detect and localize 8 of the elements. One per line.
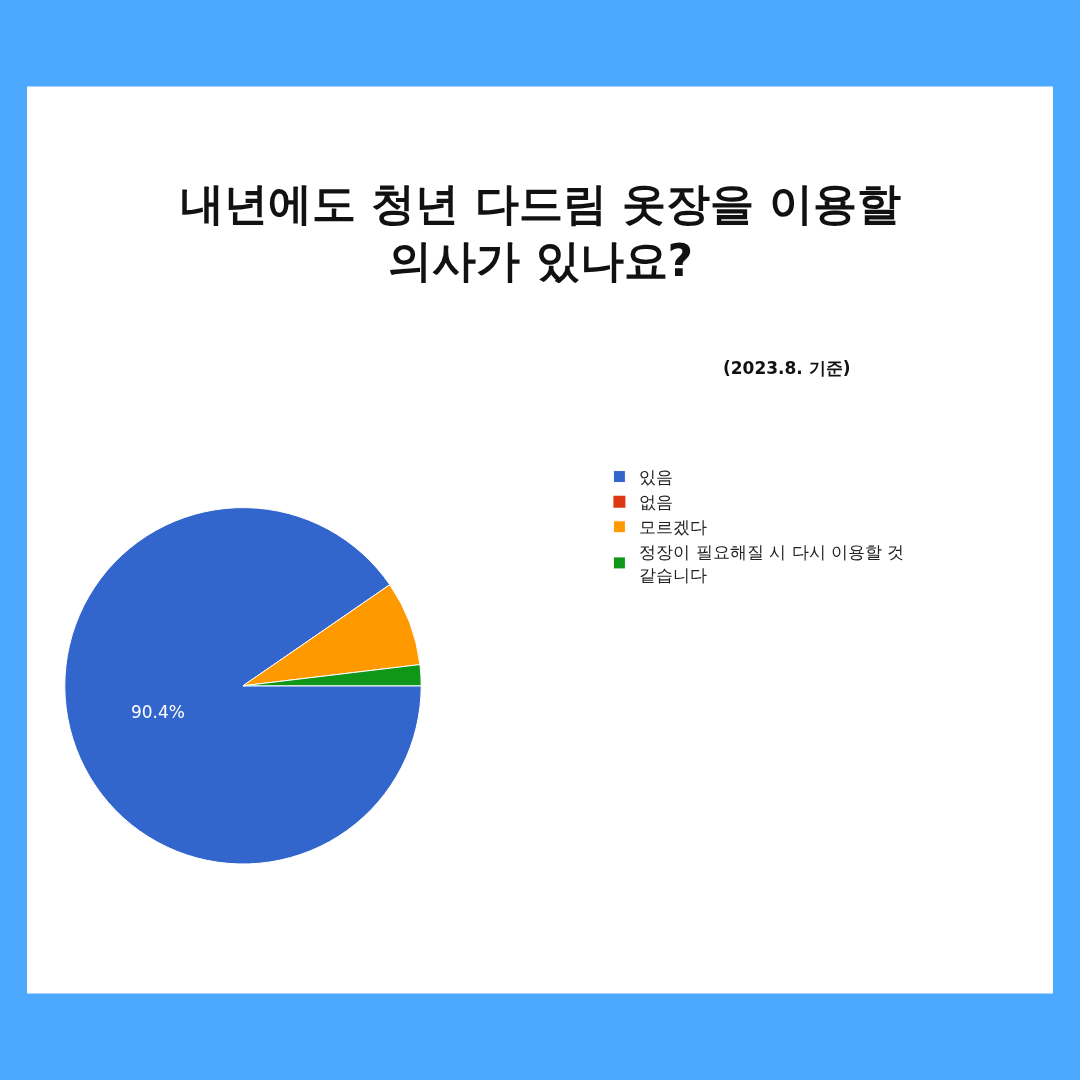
legend-label: 정장이 필요해질 시 다시 이용할 것 같습니다 [639, 542, 905, 585]
legend-label: 있음 [639, 467, 674, 488]
pie-slice [64, 507, 422, 865]
chart-title: 내년에도 청년 다드림 옷장을 이용할 의사가 있나요? [180, 178, 902, 287]
data-label: 90.4% [130, 702, 185, 723]
legend-label: 없음 [639, 492, 674, 513]
legend-label: 모르겠다 [639, 517, 708, 538]
chart-subtitle: (2023.8. 기준) [723, 358, 851, 378]
